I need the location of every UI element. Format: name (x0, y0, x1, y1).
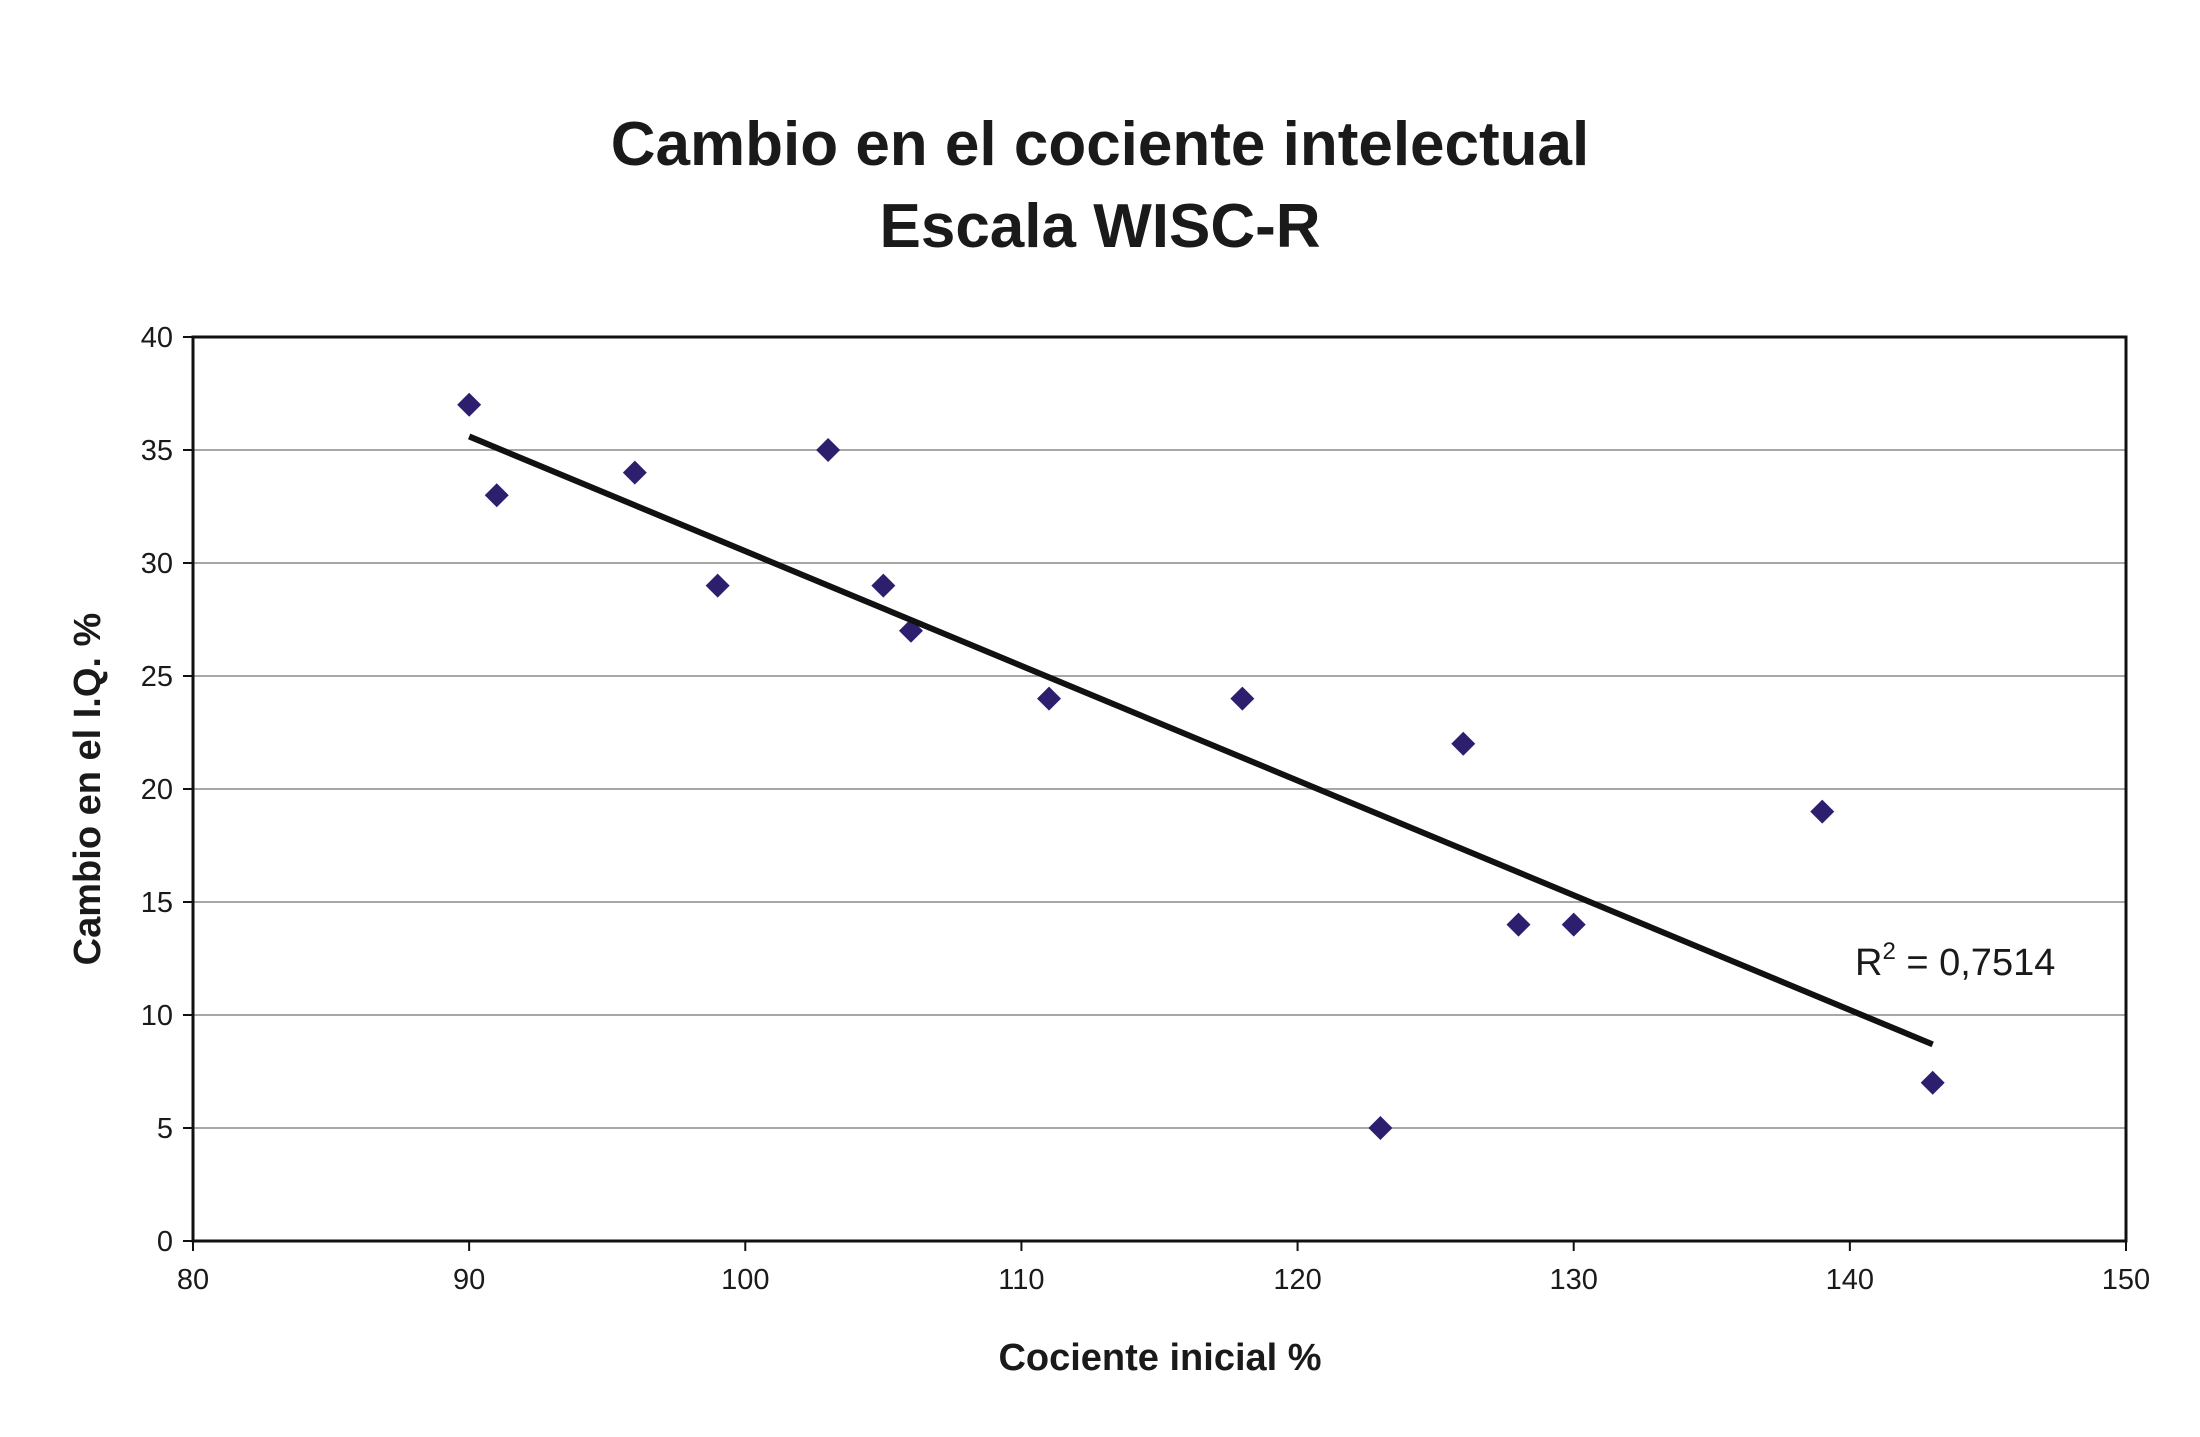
x-tick-label: 150 (2102, 1264, 2150, 1296)
y-tick-label: 5 (157, 1113, 173, 1145)
x-tick-label: 80 (177, 1264, 209, 1296)
y-tick-label: 35 (141, 435, 173, 467)
x-tick-label: 90 (453, 1264, 485, 1296)
data-point (1810, 799, 1835, 824)
data-point (1561, 912, 1586, 937)
x-axis-title: Cociente inicial % (998, 1337, 1321, 1379)
data-point (1920, 1070, 1945, 1095)
data-point (871, 573, 896, 598)
data-point (1506, 912, 1531, 937)
gridlines (193, 449, 2126, 1129)
data-point (622, 460, 647, 485)
r-squared-value: = 0,7514 (1896, 942, 2056, 984)
data-point (1368, 1116, 1393, 1140)
y-tick-label: 40 (141, 322, 173, 354)
y-tick-label: 15 (141, 887, 173, 919)
x-tick-label: 110 (998, 1264, 1044, 1296)
r-squared-annotation: R2 = 0,7514 (1855, 938, 2055, 984)
y-axis-ticks: 0 5 10 15 20 25 30 35 40 (141, 322, 193, 1258)
data-point (457, 392, 482, 417)
x-tick-label: 100 (721, 1264, 769, 1296)
x-axis-ticks: 80 90 100 110 120 130 140 150 (177, 1241, 2150, 1296)
data-point (1037, 686, 1062, 711)
trendline (467, 433, 1934, 1048)
r-squared-r: R (1855, 942, 1882, 984)
chart-title-line-2: Escala WISC-R (879, 192, 1320, 261)
data-points (457, 392, 1945, 1140)
chart-title-line-1: Cambio en el cociente intelectual (611, 110, 1590, 179)
y-tick-label: 30 (141, 548, 173, 580)
r-squared-exponent: 2 (1882, 938, 1895, 965)
data-point (1451, 731, 1476, 756)
data-point (484, 483, 509, 508)
data-point (705, 573, 730, 598)
y-axis-title: Cambio en el I.Q. % (67, 613, 109, 966)
data-point (1230, 686, 1255, 711)
x-tick-label: 140 (1826, 1264, 1874, 1296)
y-tick-label: 10 (141, 1000, 173, 1032)
y-tick-label: 20 (141, 774, 173, 806)
y-tick-label: 25 (141, 661, 173, 693)
data-point (816, 438, 841, 462)
y-tick-label: 0 (157, 1226, 173, 1258)
x-tick-label: 130 (1550, 1264, 1598, 1296)
x-tick-label: 120 (1273, 1264, 1321, 1296)
